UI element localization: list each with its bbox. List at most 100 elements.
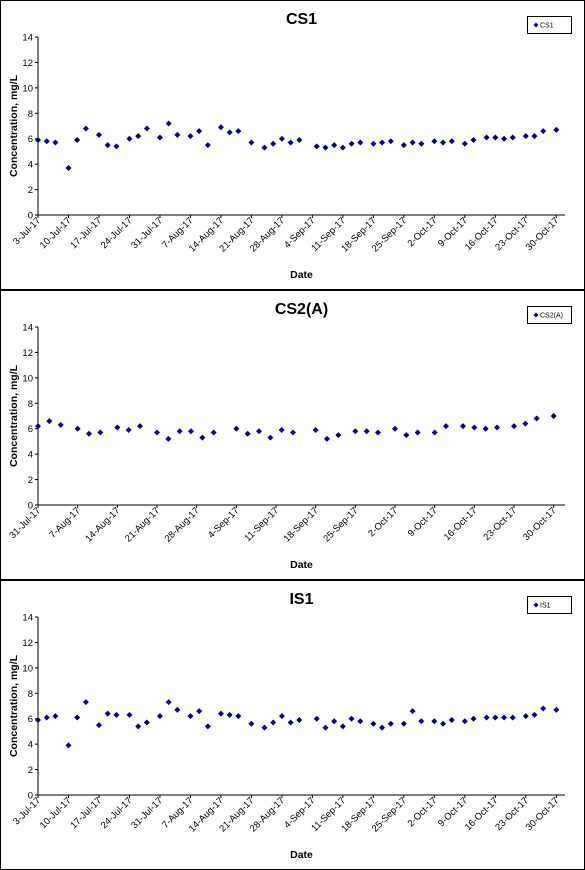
data-point [86,430,92,437]
data-point [199,434,206,441]
data-point [137,423,143,430]
data-point [492,134,499,141]
data-point [460,423,466,430]
chart-title: CS1 [286,11,317,28]
chart-panel-cs2a: CS2(A) 0 2 4 6 8 10 12 14 31-Jul-17 7-Aug-17 14-Aug… [0,290,585,580]
data-point [482,425,489,432]
data-point [470,715,477,722]
data-point [104,710,111,717]
data-point [126,135,133,142]
legend: IS1 [527,596,572,614]
data-point [174,706,181,713]
data-point [431,138,438,145]
data-point [522,713,529,720]
y-tick-label: 0 [28,211,33,222]
data-point [287,139,294,146]
data-point [226,711,233,718]
data-point [540,705,547,712]
data-point [35,136,41,143]
data-point [165,699,172,706]
data-point [270,140,277,147]
data-point [113,143,120,150]
chart-panel-is1: IS1 0 2 4 6 8 10 12 14 3-Jul-17 10-Jul-17 17-Jul-17… [0,580,585,870]
y-tick-label: 6 [28,424,33,435]
data-point [531,711,538,718]
data-point [553,706,560,713]
x-axis-title: Date [290,269,313,281]
data-point [375,429,381,436]
data-point [135,723,142,730]
data-point [35,716,41,723]
legend-box [527,596,572,614]
y-tick-label: 6 [28,134,33,145]
data-point [226,129,233,136]
data-point [278,135,285,142]
data-point [392,425,398,432]
data-point [312,426,319,433]
x-axis-title: Date [290,559,313,571]
data-point [501,714,508,721]
data-point [174,131,181,138]
data-point [143,125,150,132]
data-point [97,429,104,436]
data-point [400,720,407,727]
y-tick-label: 0 [28,791,33,802]
data-point [511,423,517,430]
data-point [431,718,438,725]
data-point [278,713,285,720]
data-point [154,429,160,436]
y-tick-label: 0 [28,501,33,512]
y-tick-label: 14 [22,33,33,44]
data-point [471,424,478,431]
y-tick-label: 10 [22,83,33,94]
data-point [335,432,342,439]
chart-title: CS2(A) [275,301,328,318]
y-tick-label: 12 [22,638,33,649]
data-point [165,120,172,127]
data-point [448,716,455,723]
data-point [57,421,64,428]
data-point [550,413,557,419]
data-point [322,724,329,731]
data-point [440,139,447,146]
data-point [113,711,120,718]
legend-marker [533,22,539,28]
data-point [65,164,72,171]
data-point [95,131,102,138]
data-point [95,722,102,729]
data-point [348,715,355,722]
data-point [287,719,294,726]
data-point [522,420,529,427]
data-point [322,144,329,151]
data-point [418,718,425,725]
data-point [431,429,438,436]
data-point [313,715,320,722]
legend: CS1 [527,16,572,34]
y-tick-label: 2 [28,765,33,776]
data-point [35,423,41,430]
data-point [379,139,386,146]
y-tick-label: 8 [28,689,33,700]
data-point [440,720,447,727]
legend-marker [533,312,539,318]
y-tick-label: 10 [22,663,33,674]
data-point [278,426,285,433]
legend-marker [533,602,539,608]
data-point [74,136,81,143]
data-point [143,719,150,726]
data-point [74,714,81,721]
data-point [509,134,516,141]
data-point [165,435,172,442]
data-point [104,142,111,149]
x-axis-title: Date [290,849,313,861]
y-tick-label: 10 [22,373,33,384]
data-point [313,143,320,150]
data-point [176,428,183,435]
legend-label: IS1 [540,603,551,610]
data-point [370,720,377,727]
data-point [296,716,303,723]
data-point [522,133,529,140]
data-point [501,135,508,142]
data-point [414,429,421,436]
